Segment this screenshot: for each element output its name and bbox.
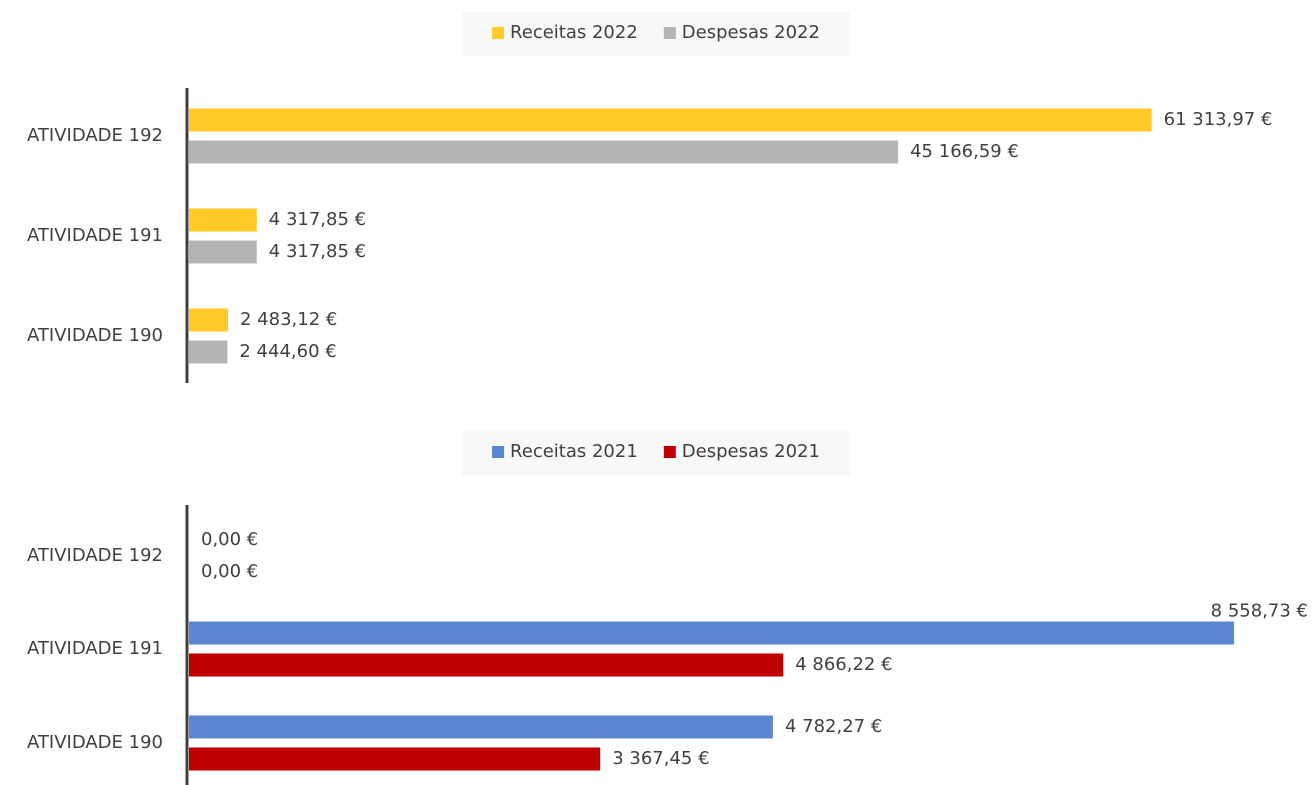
bar <box>189 208 257 232</box>
data-label: 45 166,59 € <box>910 141 1019 162</box>
legend-label: Despesas 2022 <box>682 22 820 43</box>
legend-swatch <box>663 446 676 458</box>
bar <box>189 308 228 332</box>
category-label: ATIVIDADE 191 <box>27 638 163 659</box>
data-label: 0,00 € <box>201 561 258 582</box>
category-label: ATIVIDADE 190 <box>27 732 163 753</box>
legend-label: Despesas 2021 <box>682 441 820 462</box>
bar <box>189 240 257 264</box>
bar <box>189 747 601 771</box>
legend-swatch <box>663 27 676 39</box>
data-label: 4 317,85 € <box>269 209 366 230</box>
legend-background <box>462 12 850 56</box>
bar <box>189 140 899 164</box>
category-label: ATIVIDADE 192 <box>27 125 163 146</box>
bar <box>189 340 228 364</box>
data-label: 4 317,85 € <box>269 241 366 262</box>
data-label: 0,00 € <box>201 529 258 550</box>
legend-label: Receitas 2021 <box>510 441 638 462</box>
legend-background <box>462 430 850 475</box>
bar <box>189 715 773 739</box>
data-label: 61 313,97 € <box>1164 109 1273 130</box>
category-label: ATIVIDADE 192 <box>27 545 163 566</box>
legend-label: Receitas 2022 <box>510 22 638 43</box>
data-label: 8 558,73 € <box>1211 601 1308 622</box>
legend-swatch <box>492 446 505 458</box>
bar <box>189 621 1235 645</box>
data-label: 2 483,12 € <box>240 309 337 330</box>
bar <box>189 108 1152 132</box>
category-label: ATIVIDADE 190 <box>27 325 163 346</box>
data-label: 4 866,22 € <box>795 654 892 675</box>
legend-swatch <box>492 27 505 39</box>
bar <box>189 653 784 677</box>
category-label: ATIVIDADE 191 <box>27 225 163 246</box>
data-label: 4 782,27 € <box>785 716 882 737</box>
data-label: 2 444,60 € <box>239 341 336 362</box>
data-label: 3 367,45 € <box>612 748 709 769</box>
